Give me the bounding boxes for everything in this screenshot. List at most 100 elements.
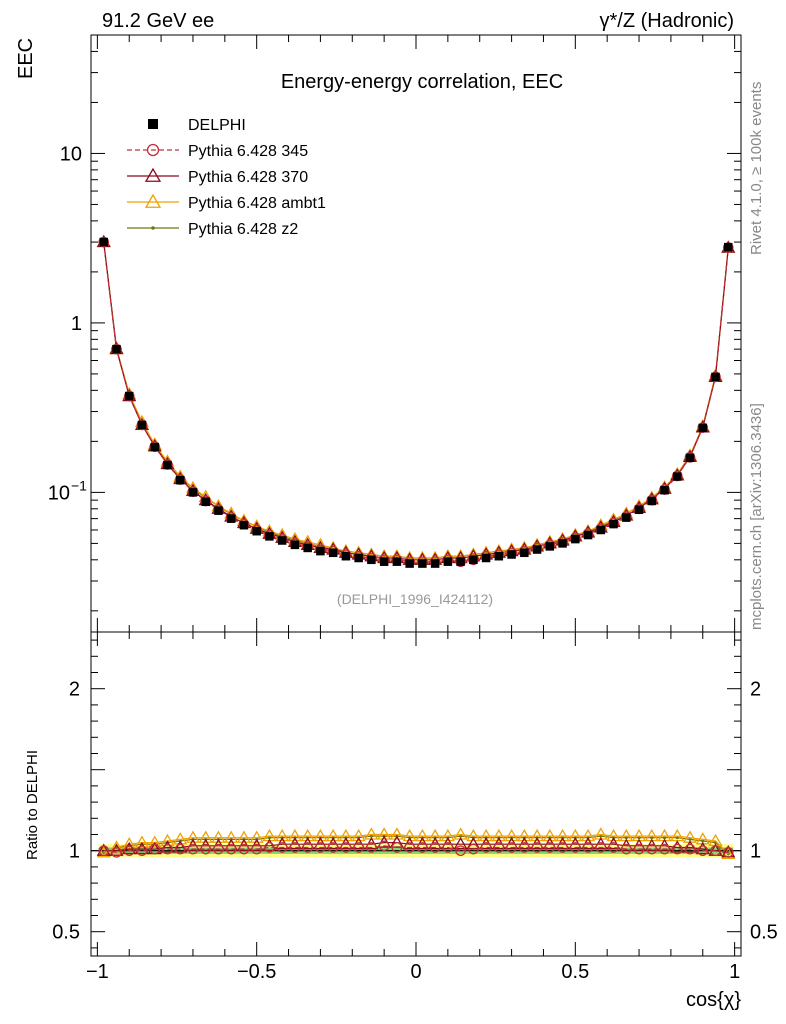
ratio-series-group: [96, 827, 736, 860]
ratio-y-tick-label-right: 0.5: [750, 922, 778, 944]
ratio-data-point: [721, 846, 736, 860]
y-tick-label: 10: [48, 482, 70, 504]
data-point: [149, 441, 161, 453]
ratio-data-point: [147, 835, 162, 848]
data-point: [698, 423, 708, 433]
ratio-data-point: [453, 836, 468, 850]
ratio-data-point: [109, 843, 124, 856]
x-tick-label: 1: [729, 961, 740, 983]
ratio-data-point: [519, 842, 530, 853]
ratio-data-point: [224, 830, 239, 843]
ratio-data-point: [608, 842, 619, 853]
data-point: [647, 496, 657, 506]
ratio-data-point: [468, 843, 479, 855]
ratio-data-point: [351, 828, 366, 842]
ratio-data-point: [491, 828, 506, 842]
ratio-data-point: [160, 840, 175, 853]
data-point: [609, 519, 618, 529]
data-point: [685, 453, 695, 463]
data-point: [112, 344, 121, 354]
legend-label: Pythia 6.428 ambt1: [188, 195, 326, 212]
ratio-data-point: [544, 842, 556, 853]
ratio-data-point: [238, 843, 250, 855]
legend-marker: [144, 193, 162, 208]
data-point: [724, 242, 733, 252]
ratio-data-point: [417, 842, 428, 853]
data-point: [711, 372, 720, 382]
ratio-data-point: [136, 845, 148, 857]
ratio-data-point: [391, 842, 403, 853]
ratio-data-point: [340, 842, 352, 853]
data-point: [430, 559, 440, 568]
ratio-y-tick-label: 0.5: [52, 922, 80, 944]
ratio-data-point: [542, 828, 557, 842]
data-point: [163, 460, 172, 470]
ratio-data-point: [480, 842, 492, 853]
ratio-data-point: [225, 843, 237, 855]
data-point: [188, 488, 198, 497]
ratio-data-point: [300, 828, 315, 842]
data-point: [545, 542, 555, 551]
x-axis-label: cos{χ}: [686, 989, 741, 1011]
x-tick-label: −1: [86, 961, 109, 983]
ratio-data-point: [710, 845, 721, 857]
data-point: [507, 550, 516, 559]
ratio-data-point: [262, 838, 277, 851]
ratio-data-point: [650, 836, 654, 840]
ratio-axis-ticks: 2 1 0.5 2 1 0.5 −1 −0.5 0 0.5 1: [52, 632, 778, 983]
ratio-y-axis-label: Ratio to DELPHI: [24, 750, 41, 860]
energy-label: 91.2 GeV ee: [102, 10, 214, 32]
ratio-data-point: [287, 828, 302, 842]
ratio-data-point: [440, 828, 455, 842]
ratio-data-point: [455, 845, 466, 857]
ratio-y-tick-label: 1: [69, 841, 80, 863]
data-point: [456, 557, 465, 566]
ratio-data-point: [173, 840, 188, 853]
ratio-data-point: [493, 842, 505, 853]
ratio-data-point: [198, 830, 213, 843]
ratio-data-point: [160, 833, 175, 847]
ratio-series-line-3: [103, 835, 729, 855]
series-line-1: [103, 242, 729, 563]
ratio-data-point: [701, 839, 705, 843]
legend-label: Pythia 6.428 345: [188, 143, 308, 160]
data-point: [418, 559, 427, 568]
legend-marker: [151, 226, 155, 230]
ratio-data-point: [415, 828, 430, 842]
data-point: [175, 475, 185, 485]
data-point: [239, 520, 249, 530]
data-point: [660, 485, 669, 495]
ratio-data-point: [675, 836, 679, 840]
ratio-data-point: [313, 828, 328, 842]
data-point: [710, 371, 721, 383]
data-point: [150, 442, 159, 452]
ratio-data-point: [633, 843, 645, 855]
ratio-data-point: [174, 843, 186, 855]
ratio-data-point: [187, 843, 199, 855]
x-tick-label: 0.5: [561, 961, 589, 983]
ratio-data-point: [134, 835, 150, 848]
ratio-data-point: [682, 840, 698, 853]
data-point: [596, 525, 606, 535]
ratio-data-point: [504, 828, 519, 842]
rivet-label: Rivet 4.1.0, ≥ 100k events: [748, 82, 765, 255]
ratio-y-tick-label-right: 1: [750, 841, 761, 863]
data-point: [124, 391, 134, 401]
ratio-data-point: [211, 830, 226, 843]
ratio-data-point: [506, 842, 517, 853]
data-point: [469, 555, 478, 565]
legend-marker: [146, 143, 160, 157]
y-axis-label: EEC: [15, 38, 37, 79]
ratio-data-point: [517, 828, 532, 842]
ratio-data-point: [568, 828, 583, 842]
ratio-data-point: [459, 834, 463, 838]
ratio-plot-panel: 2 1 0.5 2 1 0.5 −1 −0.5 0 0.5 1 Ratio to DELPHI co…: [24, 631, 778, 1011]
ratio-data-point: [369, 834, 373, 838]
data-point: [468, 554, 479, 566]
ratio-data-point: [595, 842, 607, 853]
data-point: [532, 545, 542, 554]
data-point: [697, 422, 709, 433]
ratio-data-point: [722, 846, 734, 858]
ratio-data-point: [569, 842, 581, 853]
